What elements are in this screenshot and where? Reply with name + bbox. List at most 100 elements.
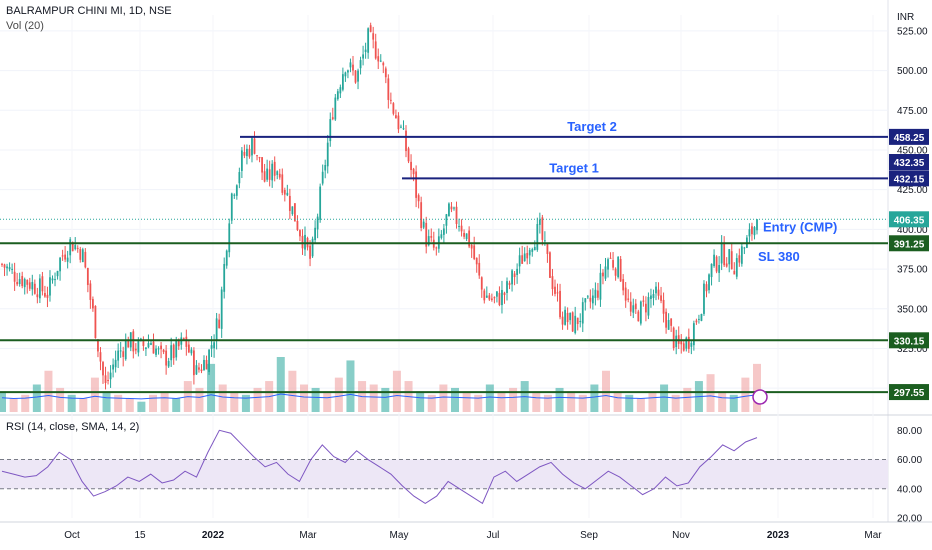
candle-body — [523, 253, 526, 262]
candle-body — [407, 148, 410, 162]
candle-body — [662, 299, 665, 314]
volume-bar — [718, 391, 727, 412]
candle-body — [61, 255, 64, 257]
candle-body — [18, 279, 21, 285]
volume-bar — [683, 387, 692, 412]
volume-bar — [648, 391, 657, 412]
candle-body — [392, 103, 395, 114]
candle-body — [59, 257, 61, 272]
candle-body — [698, 318, 700, 320]
candle-body — [740, 246, 743, 264]
rsi-line — [1, 429, 758, 505]
candle-body — [112, 364, 115, 370]
candle-body — [559, 290, 561, 318]
candle-body — [425, 222, 428, 247]
candle-body — [344, 72, 347, 77]
candle-body — [723, 243, 726, 266]
candle-body — [291, 206, 294, 215]
candle-body — [334, 97, 337, 120]
candle-body — [402, 128, 405, 130]
volume-bar — [369, 384, 378, 412]
candle-body — [64, 254, 67, 260]
candle-body — [99, 352, 102, 362]
candle-body — [246, 148, 248, 157]
candle-body — [339, 87, 342, 94]
symbol-title: BALRAMPUR CHINI MI, 1D, NSE — [6, 5, 172, 17]
candle-body — [38, 278, 41, 299]
candle-body — [695, 320, 698, 323]
candle-body — [167, 360, 170, 367]
candle-body — [336, 91, 339, 100]
candle-body — [271, 163, 274, 181]
candle-body — [11, 268, 14, 270]
candle-body — [251, 138, 253, 156]
volume-bar — [56, 387, 65, 412]
price-tick-label: 475.00 — [897, 106, 928, 117]
time-tick-label: Nov — [672, 530, 690, 541]
candle-body — [124, 339, 127, 360]
time-tick-label: Oct — [64, 530, 80, 541]
rsi-label: RSI (14, close, SMA, 14, 2) — [6, 421, 140, 433]
price-tag-label: 458.25 — [894, 133, 925, 144]
candle-body — [703, 283, 705, 314]
candle-body — [485, 295, 488, 298]
candle-body — [233, 194, 236, 196]
volume-bar — [114, 394, 123, 412]
volume-bar — [160, 391, 169, 412]
candle-body — [185, 336, 188, 347]
price-tick-label: 450.00 — [897, 145, 928, 156]
candle-body — [195, 365, 198, 375]
candle-body — [117, 350, 120, 361]
target-label: Target 2 — [567, 119, 617, 134]
candle-body — [483, 290, 486, 301]
candle-body — [405, 130, 407, 152]
rsi-tick-label: 80.00 — [897, 426, 922, 437]
candle-body — [536, 224, 539, 250]
candle-body — [288, 195, 291, 211]
candle-body — [642, 300, 645, 302]
candle-body — [372, 33, 375, 40]
candle-body — [675, 335, 678, 348]
candle-body — [278, 173, 281, 178]
candle-body — [296, 220, 299, 230]
price-tag — [889, 170, 929, 187]
candle-body — [341, 74, 344, 90]
candle-body — [230, 193, 233, 221]
candle-body — [132, 331, 135, 352]
volume-bar — [149, 394, 157, 412]
price-tag-label: 297.55 — [894, 388, 925, 399]
candle-body — [367, 28, 370, 53]
candle-body — [228, 223, 231, 253]
candle-body — [150, 343, 152, 345]
candle-body — [79, 249, 82, 260]
candle-body — [268, 169, 271, 180]
candle-body — [107, 380, 109, 382]
volume-bar — [451, 387, 459, 412]
candle-body — [84, 251, 87, 268]
currency-label: INR — [897, 12, 914, 23]
candle-body — [243, 152, 246, 156]
candle-body — [66, 257, 69, 262]
time-tick-label: Jul — [487, 530, 500, 541]
candle-body — [728, 249, 731, 265]
candle-body — [92, 299, 94, 309]
volume-bar — [346, 360, 355, 412]
candle-body — [309, 245, 311, 259]
candle-body — [533, 246, 536, 251]
candle-body — [644, 303, 647, 313]
candle-body — [604, 266, 607, 279]
candle-body — [119, 350, 122, 352]
candle-body — [114, 359, 117, 368]
candle-body — [122, 351, 125, 357]
candle-body — [218, 319, 221, 329]
candle-body — [102, 362, 104, 376]
price-tag — [889, 384, 929, 401]
volume-bar — [543, 394, 552, 412]
candle-body — [354, 70, 357, 83]
price-tag — [889, 332, 929, 349]
candle-body — [172, 344, 175, 359]
candle-body — [594, 289, 597, 299]
candle-body — [442, 228, 445, 235]
candle-body — [3, 264, 6, 268]
